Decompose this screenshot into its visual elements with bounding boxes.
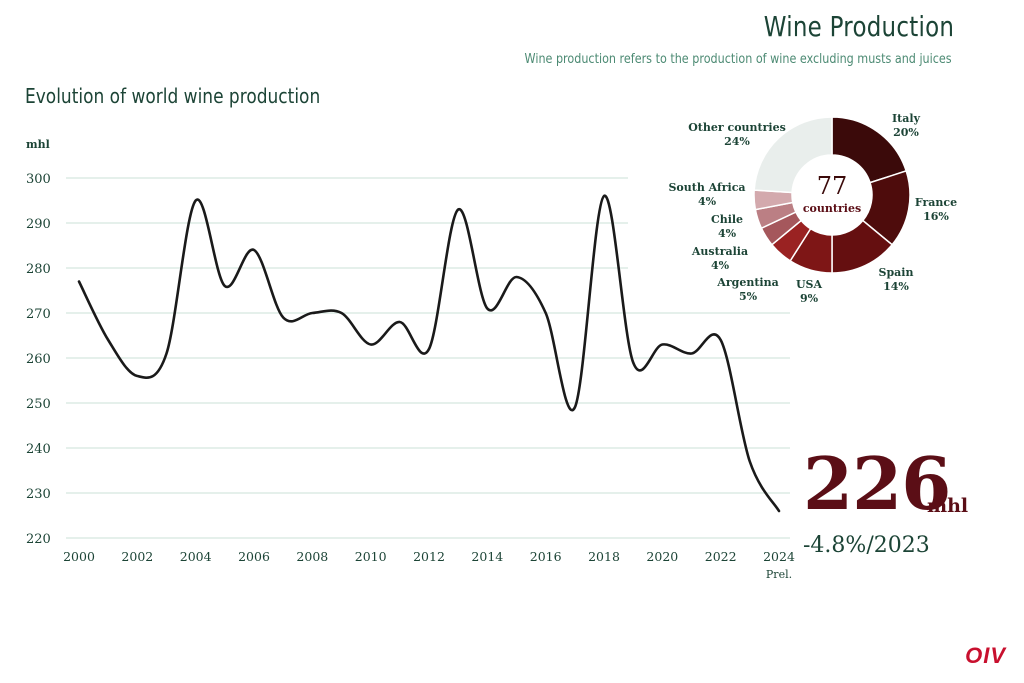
y-axis-labels: 220 230 240 250 260 270 280 290 300 mhl [26,138,51,547]
x-tick-label: 2006 [238,549,270,564]
slice-value: 5% [739,290,758,303]
slice-label: Australia [691,245,748,258]
donut-center-value: 77 [817,172,848,200]
donut-slice [753,116,833,194]
x-tick-label: 2012 [413,549,445,564]
page-title: Wine Production [763,10,954,43]
highlight-change: -4.8%/2023 [803,533,930,558]
x-tick-label: 2004 [180,549,212,564]
slice-label: Spain [879,266,914,279]
slice-label: Argentina [716,276,778,289]
y-tick-label: 230 [26,487,51,502]
slice-label: USA [796,278,823,291]
donut-center-label: countries [803,202,861,215]
series-line [77,194,781,513]
highlight-value: 226 [803,441,951,526]
x-tick-label: 2010 [355,549,387,564]
slice-value: 14% [883,280,909,293]
x-tick-label: 2002 [121,549,153,564]
slice-label: Chile [711,213,743,226]
x-tick-label: 2024 [763,549,795,564]
slice-label: France [915,196,957,209]
slice-value: 4% [718,227,737,240]
y-axis-unit: mhl [26,138,50,151]
y-tick-label: 260 [26,352,51,367]
y-tick-label: 270 [26,307,51,322]
x-tick-label: 2018 [588,549,620,564]
x-tick-label: 2020 [646,549,678,564]
slice-value: 16% [923,210,949,223]
slice-label: Italy [892,112,921,125]
y-tick-label: 280 [26,262,51,277]
x-tick-label: 2016 [530,549,562,564]
oiv-logo: OIV [965,643,1006,668]
page-subtitle: Wine production refers to the production… [524,52,952,67]
y-tick-label: 290 [26,217,51,232]
slice-value: 4% [711,259,730,272]
x-tick-label: 2000 [63,549,95,564]
slice-value: 4% [698,195,717,208]
production-line [77,194,781,513]
x-tick-label: 2014 [471,549,503,564]
x-tick-label: 2022 [705,549,737,564]
y-tick-label: 240 [26,442,51,457]
y-tick-label: 220 [26,532,51,547]
highlight-unit: mhl [927,495,969,517]
slice-value: 9% [800,292,819,305]
x-tick-label: 2008 [296,549,328,564]
x-tick-sublabel: Prel. [766,568,792,581]
line-chart-title: Evolution of world wine production [25,84,321,108]
x-axis-labels: 2000 2002 2004 2006 2008 2010 2012 2014 2016 2018… [63,549,795,581]
grid-lines [66,177,790,539]
slice-label: South Africa [668,181,745,194]
slice-value: 20% [893,126,919,139]
slice-label: Other countries [688,121,786,134]
y-tick-label: 300 [26,172,51,187]
slice-value: 24% [724,135,750,148]
y-tick-label: 250 [26,397,51,412]
